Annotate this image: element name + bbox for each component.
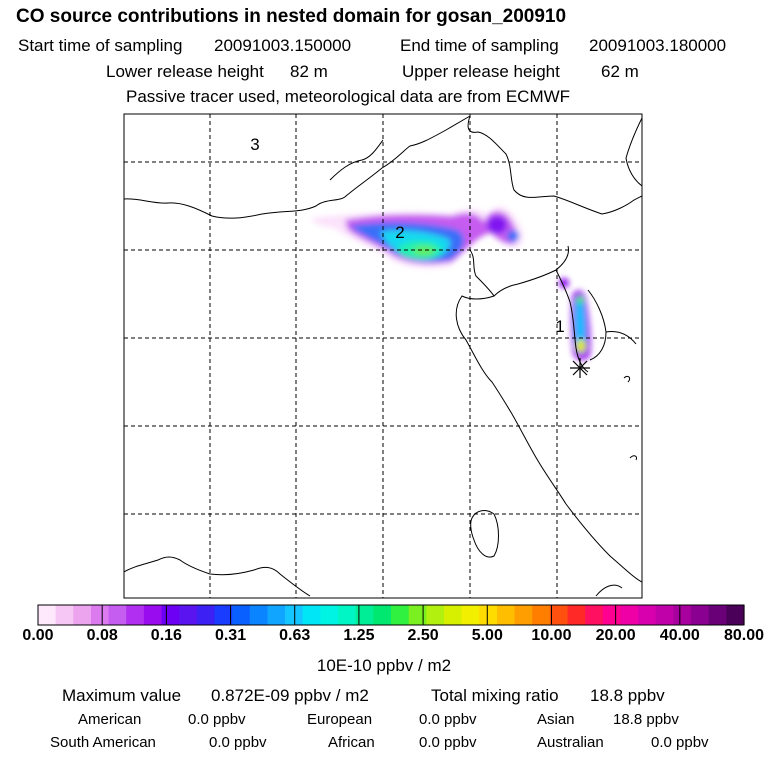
upper-release-value: 62 m (601, 62, 639, 81)
start-time-value: 20091003.150000 (214, 36, 352, 55)
colorbar-tick-label: 80.00 (723, 627, 765, 644)
colorbar-swatch (726, 605, 745, 625)
colorbar-swatch (249, 605, 269, 625)
colorbar-swatch (73, 605, 92, 625)
colorbar-swatch (443, 605, 463, 625)
colorbar-swatch (602, 605, 622, 625)
colorbar-swatch (373, 605, 392, 625)
start-time-label: Start time of sampling (18, 36, 183, 55)
colorbar-swatch (108, 605, 127, 625)
upper-release-label: Upper release height (402, 62, 560, 81)
receptor-marker (570, 358, 590, 378)
colorbar-swatch (549, 605, 569, 625)
coastlines (124, 115, 642, 597)
region-name-australian: Australian (537, 734, 604, 751)
colorbar-swatch (320, 605, 339, 625)
end-time-label: End time of sampling (400, 36, 559, 55)
colorbar-swatch (567, 605, 586, 625)
colorbar-swatch (391, 605, 410, 625)
colorbar-tick-label: 20.00 (595, 627, 636, 644)
colorbar-tick-label: 40.00 (659, 627, 700, 644)
total-mixing-label: Total mixing ratio (431, 686, 559, 705)
colorbar-tick-label: 0.16 (150, 627, 182, 644)
colorbar-swatch (708, 605, 727, 625)
region-value-european: 0.0 ppbv (419, 711, 477, 728)
max-value-label: Maximum value (62, 686, 182, 705)
region-name-asian: Asian (537, 711, 575, 728)
region-value-american: 0.0 ppbv (188, 711, 246, 728)
colorbar-swatch (302, 605, 321, 625)
colorbar-swatch (426, 605, 445, 625)
colorbar-swatch (496, 605, 516, 625)
region-label-1: 1 (555, 317, 564, 336)
colorbar-swatch (673, 605, 692, 625)
colorbar-dividers (101, 605, 681, 625)
colorbar-swatch (355, 605, 374, 625)
colorbar-swatch (408, 605, 427, 625)
colorbar-swatch (638, 605, 657, 625)
lower-release-label: Lower release height (106, 62, 264, 81)
region-name-african: African (328, 734, 375, 751)
colorbar-swatch (338, 605, 357, 625)
colorbar-tick-label: 0.00 (22, 627, 54, 644)
plot-title: CO source contributions in nested domain… (16, 6, 567, 27)
colorbar-swatch (143, 605, 163, 625)
region-name-south-american: South American (50, 734, 156, 751)
lat-lon-grid (124, 114, 642, 598)
end-time-value: 20091003.180000 (589, 36, 727, 55)
max-value: 0.872E-09 ppbv / m2 (211, 686, 369, 705)
colorbar-swatch (161, 605, 180, 625)
region-label-2: 2 (395, 223, 404, 242)
region-name-american: American (78, 711, 142, 728)
colorbar-swatch (55, 605, 74, 625)
colorbar-swatch (585, 605, 604, 625)
colorbar-swatch (461, 605, 480, 625)
colorbar-swatch (126, 605, 145, 625)
colorbar-swatch (232, 605, 251, 625)
colorbar-swatch (214, 605, 233, 625)
region-value-asian: 18.8 ppbv (613, 711, 679, 728)
colorbar-swatch (479, 605, 498, 625)
map-frame (123, 113, 643, 599)
colorbar-unit: 10E-10 ppbv / m2 (316, 656, 452, 675)
colorbar-tick-label: 10.00 (531, 627, 572, 644)
colorbar-tick-label: 1.25 (343, 627, 375, 644)
colorbar-swatch (179, 605, 198, 625)
region-name-european: European (307, 711, 373, 728)
colorbar-swatch (38, 605, 57, 625)
colorbar-swatch (267, 605, 286, 625)
colorbar-swatch (285, 605, 304, 625)
colorbar-swatch (196, 605, 216, 625)
total-mixing-value: 18.8 ppbv (590, 686, 665, 705)
colorbar-swatch (655, 605, 674, 625)
colorbar-tick-label: 0.63 (279, 627, 311, 644)
region-value-african: 0.0 ppbv (419, 734, 477, 751)
map-area (124, 114, 642, 598)
colorbar-tick-label: 2.50 (407, 627, 439, 644)
colorbar (38, 605, 745, 625)
colorbar-tick-label: 0.31 (214, 627, 247, 644)
co-plume (312, 206, 524, 268)
colorbar-tick-label: 0.08 (86, 627, 118, 644)
colorbar-swatch (90, 605, 110, 625)
colorbar-tick-label: 5.00 (471, 627, 503, 644)
colorbar-swatch (532, 605, 551, 625)
korea-plume (559, 278, 591, 361)
colorbar-frame (37, 604, 745, 626)
region-label-3: 3 (250, 135, 259, 154)
region-value-south-american: 0.0 ppbv (209, 734, 267, 751)
colorbar-swatch (691, 605, 710, 625)
region-value-australian: 0.0 ppbv (651, 734, 709, 751)
tracer-note: Passive tracer used, meteorological data… (126, 87, 571, 106)
colorbar-swatch (620, 605, 639, 625)
colorbar-swatch (514, 605, 533, 625)
lower-release-value: 82 m (290, 62, 328, 81)
